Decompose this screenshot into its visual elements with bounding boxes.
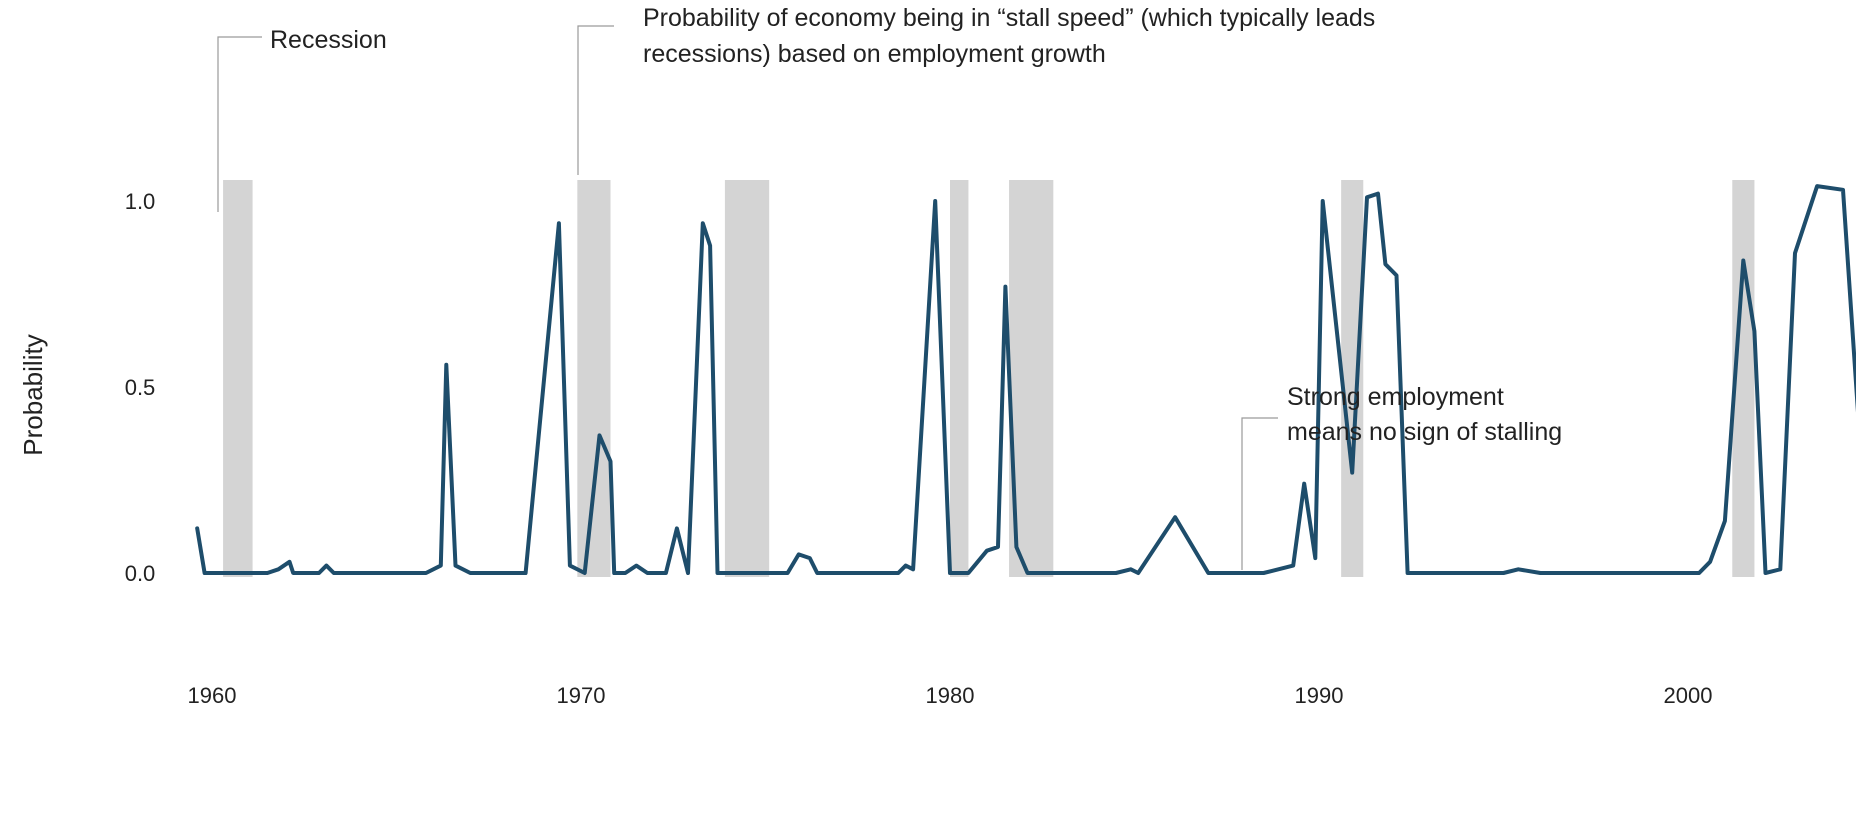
x-axis-ticks: 1960 1970 1980 1990 2000 2010 — [188, 683, 1713, 708]
annotation-stall-line-1: Probability of economy being in “stall s… — [643, 4, 1375, 32]
recession-band — [577, 180, 611, 577]
series-line-layer — [195, 184, 1856, 575]
recession-band — [950, 180, 969, 577]
x-tick-label: 1960 — [188, 683, 237, 708]
y-tick-label: 1.0 — [125, 189, 156, 214]
x-tick-label: 1970 — [557, 683, 606, 708]
y-tick-label: 0.5 — [125, 375, 156, 400]
recession-band — [1341, 180, 1364, 577]
annotation-strong-line-1: Strong employment — [1287, 383, 1504, 411]
y-axis-label: Probability — [18, 334, 48, 455]
annotation-leader-line — [577, 25, 614, 175]
recession-band — [223, 180, 253, 577]
annotation-leader-line — [217, 36, 262, 212]
x-tick-label: 1980 — [926, 683, 975, 708]
series-line — [195, 184, 1856, 575]
annotation-strong-line-2: means no sign of stalling — [1287, 418, 1562, 446]
x-tick-label: 2000 — [1664, 683, 1713, 708]
y-axis-ticks: 0.0 0.5 1.0 — [125, 189, 156, 586]
annotation-stall-line-2: recessions) based on employment growth — [643, 40, 1106, 68]
recession-bands — [223, 180, 1755, 577]
recession-band — [1732, 180, 1755, 577]
annotation-recession: Recession — [270, 26, 387, 54]
x-tick-label: 1990 — [1295, 683, 1344, 708]
recession-band — [724, 180, 770, 577]
annotation-leader-line — [1241, 417, 1278, 570]
annotation-leaders — [217, 25, 1278, 570]
y-tick-label: 0.0 — [125, 561, 156, 586]
